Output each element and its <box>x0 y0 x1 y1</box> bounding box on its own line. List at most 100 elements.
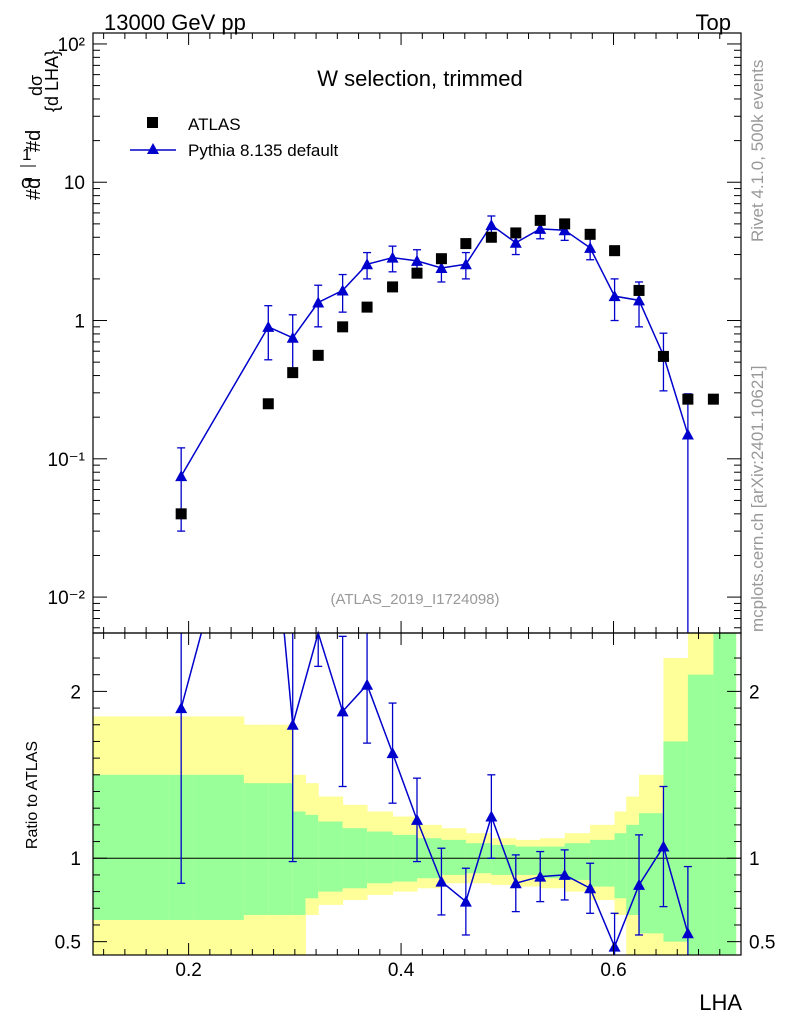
pythia-point <box>286 331 299 343</box>
band-green-segment <box>564 843 591 880</box>
pythia-point <box>584 241 597 253</box>
atlas-point <box>584 228 596 240</box>
legend: ATLAS Pythia 8.135 default <box>130 115 339 160</box>
svg-text:1: 1 <box>22 145 31 164</box>
pythia-point <box>361 258 374 270</box>
x-tick-label: 0.6 <box>600 960 626 981</box>
band-green-segment <box>367 831 394 884</box>
pythia-point <box>558 224 571 236</box>
ratio-point <box>411 813 423 825</box>
atlas-point <box>609 245 621 257</box>
band-green-segment <box>441 839 467 875</box>
band-green-segment <box>687 674 714 955</box>
ratio-y-axis-label: Ratio to ATLAS <box>24 741 41 849</box>
ratio-y-tick-label-left: 2 <box>70 682 81 703</box>
ratio-point <box>435 875 448 887</box>
ratio-series-line <box>283 630 689 949</box>
band-green-segment <box>193 774 221 920</box>
ratio-point <box>286 718 299 730</box>
header-right-label: Top <box>696 10 731 35</box>
pythia-point <box>633 294 646 306</box>
atlas-point <box>411 267 423 279</box>
pythia-point <box>435 261 448 273</box>
atlas-point <box>510 227 522 239</box>
ratio-point <box>633 878 646 890</box>
ratio-point <box>608 940 621 952</box>
main-data-layer <box>175 214 719 633</box>
pythia-point <box>534 222 547 234</box>
ratio-point <box>509 877 522 889</box>
atlas-point <box>534 214 546 226</box>
band-green-segment <box>93 774 169 920</box>
ratio-y-tick-label-right: 1 <box>749 849 760 870</box>
ratio-y-tick-label-right: 2 <box>749 682 760 703</box>
rivet-info-label: Rivet 4.1.0, 500k events <box>748 60 767 242</box>
band-green-segment <box>639 813 664 934</box>
main-y-tick-label: 1 <box>74 312 85 333</box>
ratio-point <box>584 882 597 894</box>
pythia-point <box>608 290 621 302</box>
pythia-point <box>386 251 399 263</box>
ratio-point <box>534 870 547 882</box>
ratio-point <box>681 927 694 939</box>
atlas-point <box>559 218 571 230</box>
ratio-point <box>558 868 571 880</box>
atlas-point <box>387 281 399 293</box>
ratio-panel-frame <box>92 632 742 956</box>
band-green-segment <box>318 821 344 892</box>
band-green-segment <box>292 811 306 915</box>
pythia-series-line <box>180 224 689 477</box>
pythia-point <box>485 219 498 231</box>
svg-text:σ: σ <box>21 172 32 192</box>
pythia-point <box>459 258 472 270</box>
band-green-segment <box>243 783 269 915</box>
ratio-point <box>336 705 349 717</box>
legend-atlas-label: ATLAS <box>188 115 241 134</box>
tick-layer: 0.2 0.4 0.6 10⁻² 10⁻¹ 1 10 10² 0.5 0.5 1 1 2 2 <box>48 33 775 981</box>
band-green-segment <box>220 774 245 920</box>
band-green-segment <box>713 633 737 955</box>
pythia-point <box>336 284 349 296</box>
ratio-data-layer <box>175 630 694 955</box>
pythia-point <box>681 428 694 440</box>
ratio-point <box>459 895 472 907</box>
main-y-tick-label: 10² <box>58 35 85 56</box>
ratio-point <box>361 678 374 690</box>
atlas-point <box>657 350 669 362</box>
atlas-point <box>435 253 447 265</box>
pythia-point <box>175 470 188 482</box>
x-tick-label: 0.4 <box>388 960 415 981</box>
atlas-point <box>361 301 373 313</box>
legend-atlas-marker <box>147 117 158 128</box>
band-green-segment <box>305 814 319 899</box>
ratio-y-tick-label-left: 1 <box>70 849 81 870</box>
svg-text:#d: #d <box>23 178 45 200</box>
svg-text:#d: #d <box>23 130 45 152</box>
atlas-point <box>707 393 719 405</box>
main-y-tick-label: 10⁻¹ <box>48 450 86 471</box>
pythia-point <box>411 254 423 266</box>
atlas-point <box>633 284 645 296</box>
ratio-point <box>657 840 670 852</box>
main-y-axis-label: #d 1 σ #d dσ {d LHA} <box>20 50 62 200</box>
legend-pythia-label: Pythia 8.135 default <box>188 141 339 160</box>
legend-pythia-marker <box>147 143 159 154</box>
atlas-point <box>682 393 694 405</box>
ratio-y-tick-label-left: 0.5 <box>55 933 81 954</box>
band-green-segment <box>663 741 689 942</box>
svg-text:dσ: dσ <box>26 75 46 96</box>
atlas-point <box>312 349 324 361</box>
main-y-tick-label: 10⁻² <box>48 588 86 609</box>
mcplots-label: mcplots.cern.ch [arXiv:2401.10621] <box>748 366 767 632</box>
pythia-point <box>262 320 275 332</box>
band-green-segment <box>614 833 627 899</box>
svg-text:{d LHA}: {d LHA} <box>42 50 62 112</box>
pythia-point <box>312 296 325 308</box>
band-green-segment <box>590 839 616 887</box>
ratio-point <box>175 702 188 714</box>
ratio-point <box>386 747 399 759</box>
atlas-point <box>337 321 349 333</box>
ratio-point <box>485 810 498 822</box>
chart-title: W selection, trimmed <box>317 66 522 91</box>
atlas-point <box>485 231 497 243</box>
